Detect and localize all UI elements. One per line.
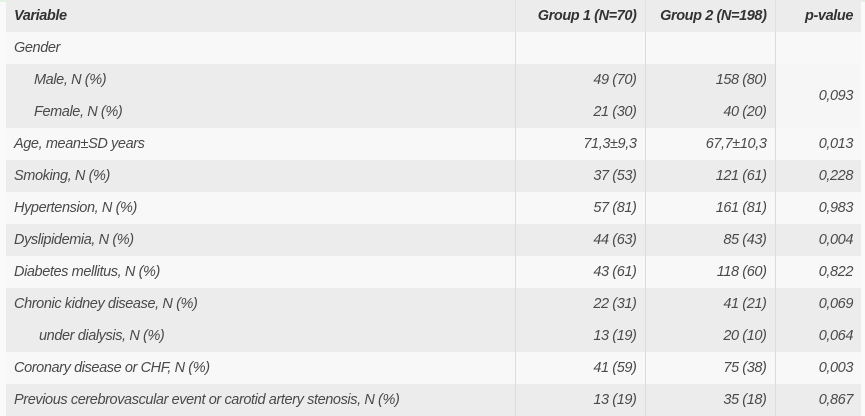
row-label: Hypertension, N (%) [6, 192, 515, 224]
row-label: under dialysis, N (%) [6, 320, 515, 352]
cell-p: 0,983 [774, 192, 861, 224]
cell-g2: 20 (10) [644, 320, 775, 352]
cell-p: 0,064 [774, 320, 861, 352]
row-label: Dyslipidemia, N (%) [6, 224, 515, 256]
table-row: Smoking, N (%) 37 (53) 121 (61) 0,228 [6, 160, 861, 192]
table-row: Age, mean±SD years 71,3±9,3 67,7±10,3 0,013 [6, 128, 861, 160]
cell-g2: 121 (61) [644, 160, 775, 192]
cell-g2: 75 (38) [644, 352, 775, 384]
table-row: Previous cerebrovascular event or caroti… [6, 384, 861, 416]
cell-g2: 161 (81) [644, 192, 775, 224]
cell-p: 0,228 [774, 160, 861, 192]
header-group2: Group 2 (N=198) [644, 0, 775, 32]
cell-p: 0,003 [774, 352, 861, 384]
cell-g1: 22 (31) [514, 288, 645, 320]
table-row: Chronic kidney disease, N (%) 22 (31) 41 (… [6, 288, 861, 320]
cell-g1: 13 (19) [514, 384, 645, 416]
table-row: Diabetes mellitus, N (%) 43 (61) 118 (60) 0… [6, 256, 861, 288]
cell-g1 [514, 32, 645, 64]
table-row-female: Female, N (%) 21 (30) 40 (20) [6, 96, 861, 128]
cell-g1: 21 (30) [514, 96, 645, 128]
row-label: Previous cerebrovascular event or caroti… [6, 384, 515, 416]
header-variable: Variable [6, 0, 515, 32]
cell-g2: 35 (18) [644, 384, 775, 416]
cell-g1: 57 (81) [514, 192, 645, 224]
row-label: Female, N (%) [6, 96, 515, 128]
cell-g1: 44 (63) [514, 224, 645, 256]
table-row-male: Male, N (%) 49 (70) 158 (80) 0,093 [6, 64, 861, 128]
row-label: Chronic kidney disease, N (%) [6, 288, 515, 320]
cell-g1: 37 (53) [514, 160, 645, 192]
row-label: Diabetes mellitus, N (%) [6, 256, 515, 288]
cell-g1: 49 (70) [514, 64, 645, 96]
row-label: Smoking, N (%) [6, 160, 515, 192]
cell-g2 [644, 32, 775, 64]
cell-p: 0,069 [774, 288, 861, 320]
cell-g2: 85 (43) [644, 224, 775, 256]
cell-g2: 67,7±10,3 [644, 128, 775, 160]
row-label: Gender [6, 32, 515, 64]
cell-g1: 13 (19) [514, 320, 645, 352]
row-label: Coronary disease or CHF, N (%) [6, 352, 515, 384]
header-row: Variable Group 1 (N=70) Group 2 (N=198) … [6, 0, 861, 32]
cell-p [774, 32, 861, 64]
row-label: Age, mean±SD years [6, 128, 515, 160]
table-row: Coronary disease or CHF, N (%) 41 (59) 75 … [6, 352, 861, 384]
header-pvalue: p-value [774, 0, 861, 32]
cell-g2: 158 (80) [644, 64, 775, 96]
table-row: Dyslipidemia, N (%) 44 (63) 85 (43) 0,004 [6, 224, 861, 256]
cell-g1: 71,3±9,3 [514, 128, 645, 160]
table-row-gender: Gender [6, 32, 861, 64]
cell-g2: 40 (20) [644, 96, 775, 128]
cell-g2: 118 (60) [644, 256, 775, 288]
cell-p: 0,013 [774, 128, 861, 160]
header-group1: Group 1 (N=70) [514, 0, 645, 32]
row-label: Male, N (%) [6, 64, 515, 96]
table-row: Hypertension, N (%) 57 (81) 161 (81) 0,983 [6, 192, 861, 224]
table-row: under dialysis, N (%) 13 (19) 20 (10) 0,064 [6, 320, 861, 352]
baseline-characteristics-table: Variable Group 1 (N=70) Group 2 (N=198) … [6, 0, 861, 416]
cell-p: 0,867 [774, 384, 861, 416]
cell-p: 0,822 [774, 256, 861, 288]
cell-g1: 43 (61) [514, 256, 645, 288]
cell-p: 0,004 [774, 224, 861, 256]
cell-g1: 41 (59) [514, 352, 645, 384]
cell-g2: 41 (21) [644, 288, 775, 320]
cell-p: 0,093 [774, 64, 861, 128]
